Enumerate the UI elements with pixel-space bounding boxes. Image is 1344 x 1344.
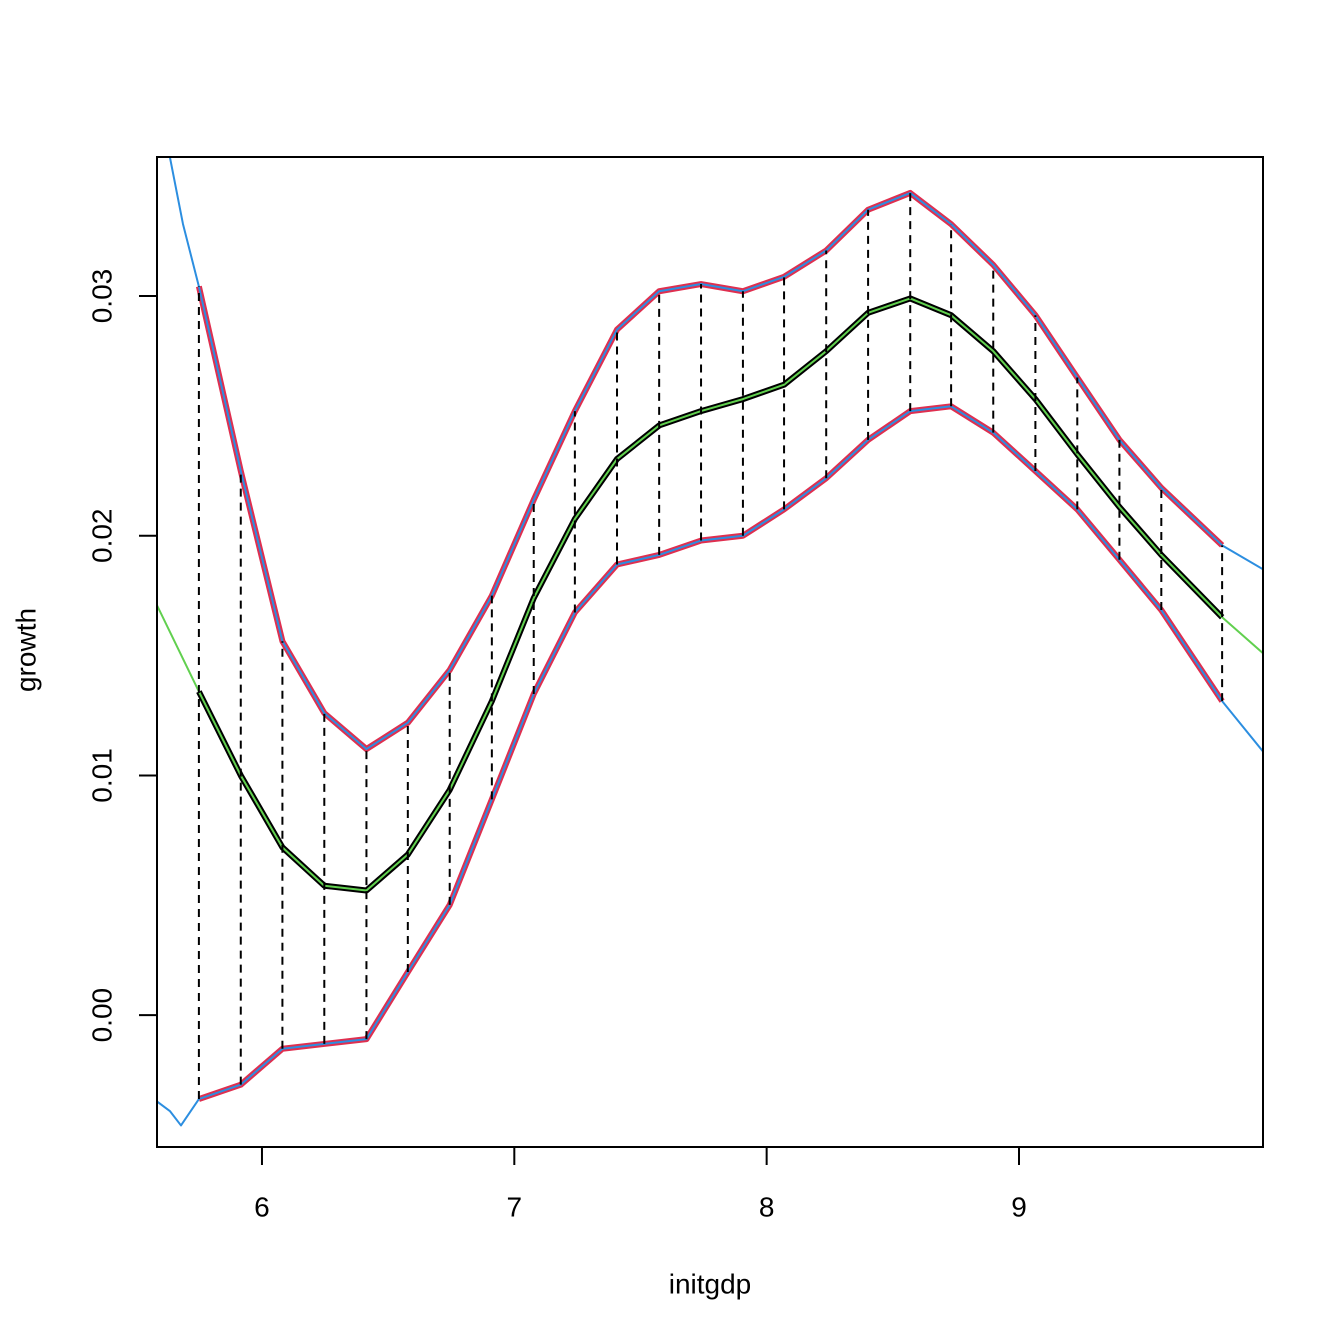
y-tick-label: 0.03	[86, 269, 117, 324]
series-line	[157, 405, 1263, 1127]
series-line	[157, 297, 1263, 892]
x-tick-label: 8	[759, 1191, 775, 1222]
x-tick-label: 7	[507, 1191, 523, 1222]
y-tick-label: 0.02	[86, 508, 117, 563]
series-line	[168, 157, 1263, 751]
x-axis-label: initgdp	[669, 1268, 752, 1299]
series-line	[196, 295, 1225, 894]
y-tick-label: 0.01	[86, 748, 117, 803]
x-tick-label: 6	[254, 1191, 270, 1222]
y-axis-label: growth	[10, 608, 41, 692]
plot-area	[157, 157, 1263, 1127]
series-line	[197, 403, 1225, 1102]
x-tick-label: 9	[1011, 1191, 1027, 1222]
plot-frame	[156, 156, 1264, 1148]
y-tick-label: 0.00	[86, 988, 117, 1043]
series-line	[195, 189, 1225, 753]
